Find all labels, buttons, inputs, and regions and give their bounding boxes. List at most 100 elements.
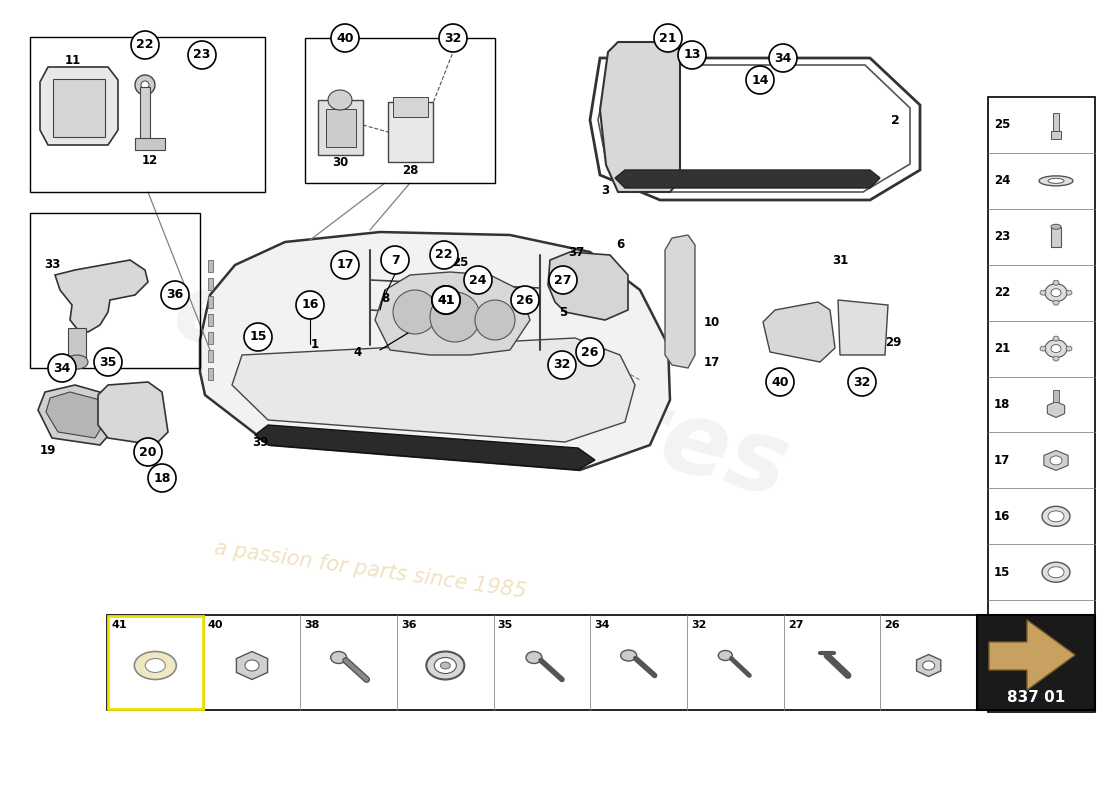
- Polygon shape: [838, 300, 888, 355]
- Circle shape: [161, 281, 189, 309]
- Bar: [140, 87, 150, 145]
- Text: 34: 34: [53, 362, 70, 374]
- Polygon shape: [598, 65, 910, 192]
- Bar: [107, 615, 977, 710]
- Text: 4: 4: [354, 346, 362, 358]
- Polygon shape: [46, 392, 104, 438]
- Polygon shape: [40, 67, 118, 145]
- Circle shape: [94, 348, 122, 376]
- Polygon shape: [548, 252, 628, 320]
- Text: 17: 17: [994, 454, 1010, 467]
- Circle shape: [148, 464, 176, 492]
- Circle shape: [654, 24, 682, 52]
- Bar: [208, 260, 213, 272]
- Text: 13: 13: [994, 678, 1010, 690]
- Ellipse shape: [434, 658, 456, 674]
- Circle shape: [678, 41, 706, 69]
- Ellipse shape: [1045, 339, 1067, 358]
- Text: 34: 34: [594, 620, 609, 630]
- Bar: [208, 350, 213, 362]
- Text: 21: 21: [659, 31, 676, 45]
- Text: 18: 18: [993, 398, 1010, 411]
- Bar: [68, 328, 86, 360]
- Circle shape: [549, 266, 578, 294]
- Ellipse shape: [1040, 176, 1072, 186]
- Polygon shape: [98, 382, 168, 445]
- Circle shape: [548, 351, 576, 379]
- Ellipse shape: [66, 355, 88, 369]
- Circle shape: [475, 300, 515, 340]
- Polygon shape: [255, 425, 595, 470]
- Polygon shape: [763, 302, 835, 362]
- Text: 41: 41: [438, 294, 454, 306]
- Text: 8: 8: [381, 291, 389, 305]
- Circle shape: [393, 290, 437, 334]
- Text: 6: 6: [616, 238, 624, 251]
- Text: 3: 3: [601, 183, 609, 197]
- Bar: [977, 615, 1094, 710]
- Ellipse shape: [1040, 290, 1046, 295]
- Text: 33: 33: [44, 258, 60, 271]
- Text: 13: 13: [683, 49, 701, 62]
- Circle shape: [848, 368, 876, 396]
- Circle shape: [331, 251, 359, 279]
- Text: 837 01: 837 01: [1006, 690, 1065, 706]
- Text: 32: 32: [553, 358, 571, 371]
- Ellipse shape: [1053, 336, 1059, 341]
- Ellipse shape: [328, 90, 352, 110]
- Text: 21: 21: [994, 342, 1010, 355]
- Text: 34: 34: [774, 51, 792, 65]
- Text: 26: 26: [884, 620, 900, 630]
- Text: 36: 36: [402, 620, 417, 630]
- Circle shape: [746, 66, 774, 94]
- Bar: [1053, 622, 1059, 642]
- Ellipse shape: [1066, 290, 1072, 295]
- Text: 7: 7: [390, 254, 399, 266]
- Text: 28: 28: [402, 163, 418, 177]
- Circle shape: [464, 266, 492, 294]
- Polygon shape: [39, 385, 116, 445]
- Text: 15: 15: [250, 330, 266, 343]
- Bar: [1050, 226, 1062, 246]
- Polygon shape: [55, 260, 148, 332]
- Text: 31: 31: [832, 254, 848, 266]
- Text: 30: 30: [332, 157, 348, 170]
- Ellipse shape: [1048, 566, 1064, 578]
- Circle shape: [331, 24, 359, 52]
- Text: 24: 24: [993, 174, 1010, 187]
- Bar: [208, 314, 213, 326]
- Circle shape: [430, 241, 458, 269]
- Text: 32: 32: [691, 620, 706, 630]
- Circle shape: [769, 44, 798, 72]
- Bar: [30, 37, 265, 192]
- Ellipse shape: [1050, 224, 1062, 230]
- Polygon shape: [600, 42, 680, 192]
- Text: 12: 12: [142, 154, 158, 166]
- Text: 11: 11: [65, 54, 81, 66]
- Ellipse shape: [1040, 346, 1046, 351]
- Text: 32: 32: [854, 375, 871, 389]
- Ellipse shape: [427, 651, 464, 679]
- Bar: [30, 213, 200, 368]
- Ellipse shape: [1066, 346, 1072, 351]
- Circle shape: [432, 286, 460, 314]
- Text: eurospares: eurospares: [162, 262, 799, 518]
- Text: 23: 23: [194, 49, 211, 62]
- Text: 10: 10: [704, 315, 720, 329]
- Text: 26: 26: [581, 346, 598, 358]
- Polygon shape: [1047, 402, 1065, 418]
- Bar: [393, 97, 428, 117]
- Text: 16: 16: [993, 510, 1010, 523]
- Circle shape: [432, 286, 460, 314]
- Circle shape: [244, 323, 272, 351]
- Ellipse shape: [620, 650, 637, 661]
- Text: 27: 27: [788, 620, 803, 630]
- Text: 22: 22: [994, 286, 1010, 299]
- Polygon shape: [1044, 450, 1068, 470]
- Polygon shape: [236, 651, 267, 679]
- Ellipse shape: [141, 81, 149, 89]
- Ellipse shape: [135, 75, 155, 95]
- Polygon shape: [615, 170, 880, 188]
- Bar: [208, 332, 213, 344]
- Bar: [388, 102, 433, 162]
